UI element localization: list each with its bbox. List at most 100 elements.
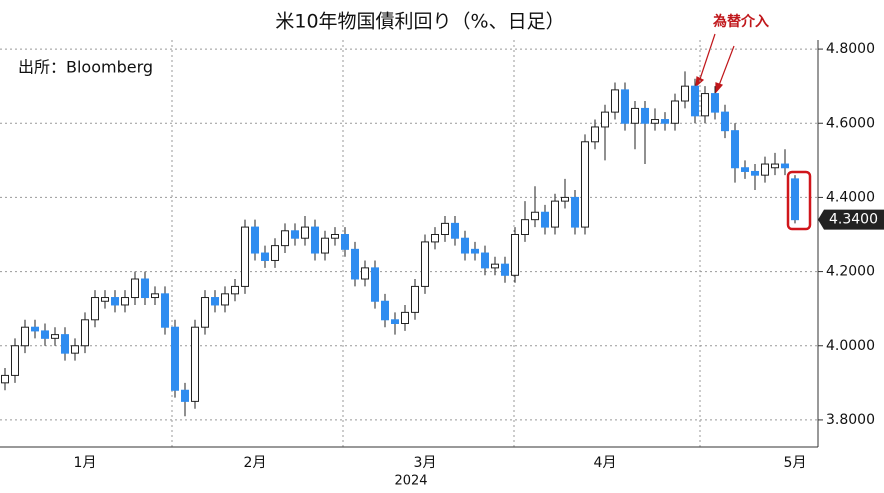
candle-body	[91, 297, 99, 321]
candle-body	[151, 293, 159, 299]
annotation: 為替介入	[712, 13, 769, 30]
arrow	[698, 33, 716, 83]
arrow	[717, 45, 735, 89]
candle-body	[441, 222, 449, 235]
candle-body	[661, 119, 669, 124]
candle-body	[201, 297, 209, 328]
candle-body	[591, 126, 599, 143]
highlight-box	[786, 170, 812, 231]
candle-body	[81, 319, 89, 347]
candle-body	[401, 311, 409, 324]
y-tick-label: 4.6000	[826, 115, 875, 131]
candle-body	[571, 196, 579, 228]
candle-body	[751, 170, 759, 176]
candle-body	[541, 211, 549, 228]
candle-body	[531, 211, 539, 221]
candle-body	[471, 248, 479, 254]
candle-body	[421, 241, 429, 287]
candle-body	[331, 234, 339, 239]
candle-body	[451, 222, 459, 239]
candle-body	[371, 267, 379, 302]
candle-body	[71, 345, 79, 354]
candle-body	[651, 119, 659, 124]
candle-body	[11, 345, 19, 376]
candle-body	[171, 326, 179, 391]
candle-body	[31, 326, 39, 332]
y-tick-label: 4.4000	[826, 189, 875, 205]
candle-body	[361, 267, 369, 280]
arrow-head	[715, 82, 724, 94]
candle-body	[301, 226, 309, 239]
y-tick-label: 4.2000	[826, 264, 875, 280]
candle-body	[121, 297, 129, 306]
candle-body	[721, 111, 729, 132]
candle-body	[391, 319, 399, 324]
candle-body	[21, 326, 29, 347]
candle-body	[691, 85, 699, 117]
candle-body	[161, 293, 169, 328]
last-price-label: 4.3400	[829, 212, 878, 228]
year-label: 2024	[394, 474, 427, 489]
candle-body	[781, 163, 789, 169]
y-tick-label: 3.8000	[826, 412, 875, 428]
candle-body	[131, 278, 139, 299]
x-tick-label: 5月	[784, 455, 807, 471]
candle-body	[1, 374, 9, 384]
candle-body	[731, 130, 739, 169]
candle-body	[281, 230, 289, 247]
candle-body	[381, 300, 389, 321]
candle-body	[51, 334, 59, 339]
candle-body	[481, 252, 489, 269]
candle-body	[411, 285, 419, 313]
candle-body	[351, 248, 359, 280]
candle-body	[501, 263, 509, 276]
candle-body	[231, 285, 239, 295]
candle-body	[521, 219, 529, 236]
candle-body	[711, 93, 719, 113]
x-tick-label: 4月	[594, 455, 617, 471]
candle-body	[561, 196, 569, 202]
candle-body	[681, 85, 689, 102]
source: 出所：Bloomberg	[18, 58, 153, 77]
candle-body	[111, 297, 119, 306]
candle-body	[211, 297, 219, 306]
candle-body	[191, 326, 199, 402]
candle-body	[581, 141, 589, 228]
candle-body	[701, 93, 709, 117]
candle-body	[621, 89, 629, 124]
candle-body	[181, 389, 189, 402]
candle-body	[101, 297, 109, 302]
candle-body	[671, 100, 679, 124]
candle-body	[141, 278, 149, 299]
candle-body	[271, 245, 279, 261]
x-tick-label: 2月	[244, 455, 267, 471]
candle-body	[341, 234, 349, 250]
candle-body	[741, 167, 749, 172]
candle-body	[511, 234, 519, 276]
candle-body	[641, 107, 649, 124]
candle-body	[291, 230, 299, 239]
candle-body	[241, 226, 249, 287]
candle-body	[491, 263, 499, 269]
x-tick-label: 3月	[414, 455, 437, 471]
candle-body	[221, 293, 229, 306]
candle-body	[431, 234, 439, 243]
candle-body	[261, 252, 269, 261]
candle-body	[321, 237, 329, 254]
candle-body	[251, 226, 259, 254]
candle-body	[631, 107, 639, 124]
candle-body	[461, 237, 469, 254]
candle-body	[771, 163, 779, 169]
candle-body	[791, 178, 799, 221]
candle-body	[61, 334, 69, 354]
x-tick-label: 1月	[74, 455, 97, 471]
candle-body	[761, 163, 769, 176]
candle-body	[311, 226, 319, 254]
last-price-box	[818, 209, 884, 230]
arrows	[695, 33, 735, 94]
chart-title: 米10年物国債利回り（%、日足）	[275, 11, 564, 33]
candle-body	[41, 330, 49, 339]
candle-body	[601, 111, 609, 128]
candle-body	[611, 89, 619, 113]
